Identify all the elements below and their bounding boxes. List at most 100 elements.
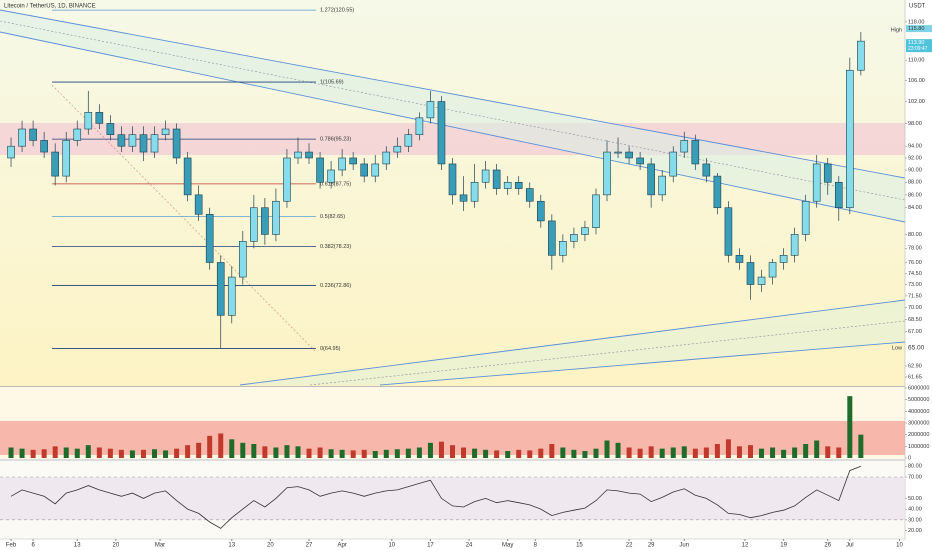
candle-body [768, 262, 777, 278]
volume-bar [626, 447, 632, 458]
x-tick-label: 24 [466, 543, 473, 549]
volume-bar [560, 447, 566, 458]
volume-bar [427, 442, 433, 458]
candle-body [161, 128, 170, 135]
fib-trend [51, 84, 317, 353]
candle-body [404, 134, 413, 147]
candle-body [691, 140, 700, 165]
candle-body [603, 151, 611, 196]
volume-bar [207, 435, 213, 458]
volume-bar [328, 449, 334, 458]
fib-label: 0(64.95) [320, 346, 341, 352]
x-tick-label: May [502, 543, 513, 549]
candle-body [106, 123, 115, 135]
volume-bar [96, 447, 102, 458]
candle-body [448, 163, 457, 196]
candle-body [415, 117, 424, 135]
candle-body [172, 128, 181, 159]
channel-mid [0, 20, 906, 201]
rsi-line [10, 465, 862, 529]
candle-body [525, 188, 534, 202]
candle-body [216, 262, 225, 316]
volume-bar [416, 447, 422, 458]
volume-bar [163, 450, 169, 458]
candle-body [382, 151, 391, 165]
x-tick-label: 8 [534, 543, 538, 549]
candle-body [834, 181, 843, 209]
candle-body [227, 276, 236, 316]
y-tick-label: 106.00 [908, 78, 925, 84]
y-tick-label: 1000000 [908, 444, 929, 450]
low-label: Low [892, 345, 902, 351]
x-tick-label: 10 [388, 543, 395, 549]
volume-bar [118, 449, 124, 458]
low-value: 65.00 [908, 345, 925, 352]
candle-body [536, 200, 545, 222]
y-tick-label: 20.00 [908, 528, 922, 534]
x-tick-label: 20 [267, 543, 274, 549]
channel-line [0, 9, 906, 179]
channel-fill [0, 10, 905, 222]
x-tick-label: 13 [228, 543, 235, 549]
candle-body [194, 194, 203, 215]
volume-bar [803, 444, 809, 458]
x-tick-label: 19 [780, 543, 787, 549]
volume-bar [759, 448, 765, 458]
volume-bar [681, 446, 687, 458]
fib-label: 0.5(82.65) [320, 214, 345, 220]
y-tick-label: 68.50 [908, 317, 922, 323]
last-price-box [906, 39, 932, 53]
candle-body [790, 234, 799, 256]
candle-body [492, 169, 501, 189]
y-tick-label: 78.00 [908, 246, 922, 252]
y-tick-label: 0 [908, 455, 911, 461]
volume-bar [350, 450, 356, 458]
volume-bar [273, 447, 279, 458]
volume-bar [251, 444, 257, 458]
x-tick-label: Mar [155, 543, 165, 549]
candle-body [625, 151, 633, 159]
x-tick-label: 15 [576, 543, 583, 549]
volume-bar [295, 446, 301, 458]
candle-body [7, 145, 15, 159]
volume-bar [229, 439, 235, 458]
volume-bar [527, 450, 533, 458]
x-tick-label: Jul [846, 543, 854, 549]
candle-body [724, 207, 733, 256]
candle-body [294, 151, 302, 159]
candle-body [757, 276, 766, 285]
candle-body [459, 194, 468, 202]
candle-body [812, 163, 821, 202]
volume-bar [538, 448, 544, 458]
y-tick-label: 70.00 [908, 305, 922, 311]
fib-label: 1(105.69) [320, 80, 344, 86]
candle-body [95, 112, 104, 124]
volume-bar [659, 448, 665, 458]
rsi-band [0, 477, 905, 520]
volume-bar [218, 433, 224, 458]
candle-body [746, 262, 755, 285]
x-tick-label: 27 [306, 543, 313, 549]
y-tick-label: 110.00 [908, 58, 924, 64]
candle-body [658, 175, 666, 196]
volume-bar [361, 449, 367, 458]
volume-bar [505, 451, 511, 458]
candle-body [680, 140, 689, 153]
volume-bar [174, 448, 180, 458]
high-value: 115.80 [908, 26, 924, 32]
x-tick-label: Apr [337, 543, 346, 549]
y-tick-label: 92.00 [908, 155, 922, 161]
candle-body [559, 241, 567, 256]
volume-bar [725, 439, 731, 458]
y-tick-label: 40.00 [908, 507, 922, 513]
x-tick-label: 13 [74, 543, 81, 549]
fib-label: 0.236(72.86) [320, 283, 351, 289]
volume-bar [185, 445, 191, 458]
volume-bar [450, 445, 455, 458]
candle-body [29, 128, 37, 141]
volume-bar [747, 445, 753, 458]
candle-body [117, 134, 126, 147]
candle-body [250, 207, 258, 242]
candle-body [570, 234, 578, 242]
volume-bar [383, 449, 389, 458]
